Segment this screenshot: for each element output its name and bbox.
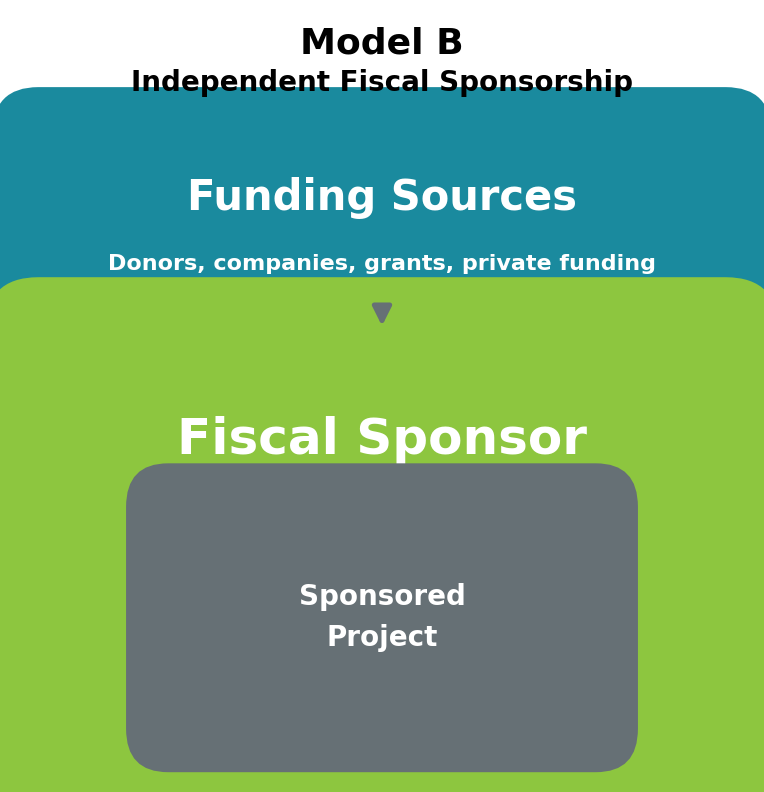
FancyBboxPatch shape [126,463,638,772]
FancyBboxPatch shape [0,87,764,348]
Text: Donors, companies, grants, private funding: Donors, companies, grants, private fundi… [108,254,656,274]
FancyBboxPatch shape [0,277,764,792]
Text: Model B: Model B [300,27,464,60]
Text: Fiscal Sponsor: Fiscal Sponsor [177,416,587,463]
Text: Funding Sources: Funding Sources [187,177,577,219]
Text: Sponsored
Project: Sponsored Project [299,583,465,653]
Text: Independent Fiscal Sponsorship: Independent Fiscal Sponsorship [131,69,633,97]
